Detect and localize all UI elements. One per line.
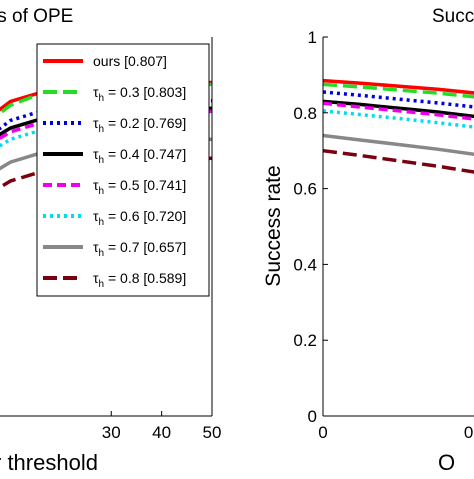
legend-box: [36, 43, 210, 297]
legend-label: τh = 0.7 [0.657]: [93, 239, 186, 259]
right-chart-title: Succ: [432, 6, 474, 27]
left-x-axis-label: r threshold: [0, 450, 98, 474]
left-chart-title: ts of OPE: [0, 6, 73, 27]
legend-label: τh = 0.3 [0.803]: [93, 84, 186, 104]
legend-entries: ours [0.807] τh = 0.3 [0.803] τh = 0.2 [0.…: [43, 53, 186, 290]
right-y-tick-label: 0.2: [293, 331, 317, 350]
right-x-axis-label: O: [438, 450, 455, 474]
legend-label: τh = 0.6 [0.720]: [93, 208, 186, 228]
right-series-lines: [322, 78, 474, 174]
legend: ours [0.807] τh = 0.3 [0.803] τh = 0.2 [0.…: [36, 43, 210, 297]
right-x-tick-label: 0: [318, 423, 327, 442]
right-y-tick-label: 0: [308, 407, 317, 426]
right-ticks: 0 0.2 0 0.2 0.4 0.6 0.8 1: [293, 28, 474, 442]
right-y-tick-label: 0.6: [293, 180, 317, 199]
legend-label: τh = 0.4 [0.747]: [93, 146, 186, 166]
right-series-line: [322, 78, 474, 95]
left-x-tick-label: 40: [152, 423, 171, 442]
right-series-line: [322, 99, 474, 119]
left-series-line: [0, 117, 213, 148]
right-series-line: [322, 148, 474, 174]
left-x-tick-label: 30: [102, 423, 121, 442]
right-y-tick-label: 0.8: [293, 104, 317, 123]
left-x-tick-label: 50: [203, 423, 222, 442]
right-series-line: [322, 101, 474, 121]
left-ticks: 30 40 50: [102, 411, 222, 442]
right-x-tick-label: 0.2: [464, 423, 474, 442]
legend-label: τh = 0.8 [0.589]: [93, 270, 186, 290]
legend-label: τh = 0.2 [0.769]: [93, 115, 186, 135]
right-chart-panel: 0 0.2 0 0.2 0.4 0.6 0.8 1 Succ O Success rate: [262, 6, 474, 475]
right-series-line: [322, 133, 474, 157]
right-y-axis-label: Success rate: [262, 165, 285, 286]
legend-label: ours [0.807]: [93, 53, 167, 69]
right-y-tick-label: 1: [308, 28, 317, 47]
legend-label: τh = 0.5 [0.741]: [93, 177, 186, 197]
right-y-tick-label: 0.4: [293, 255, 317, 274]
left-chart-panel: 30 40 50 ts of OPE r threshold ours [0.807…: [0, 6, 222, 475]
